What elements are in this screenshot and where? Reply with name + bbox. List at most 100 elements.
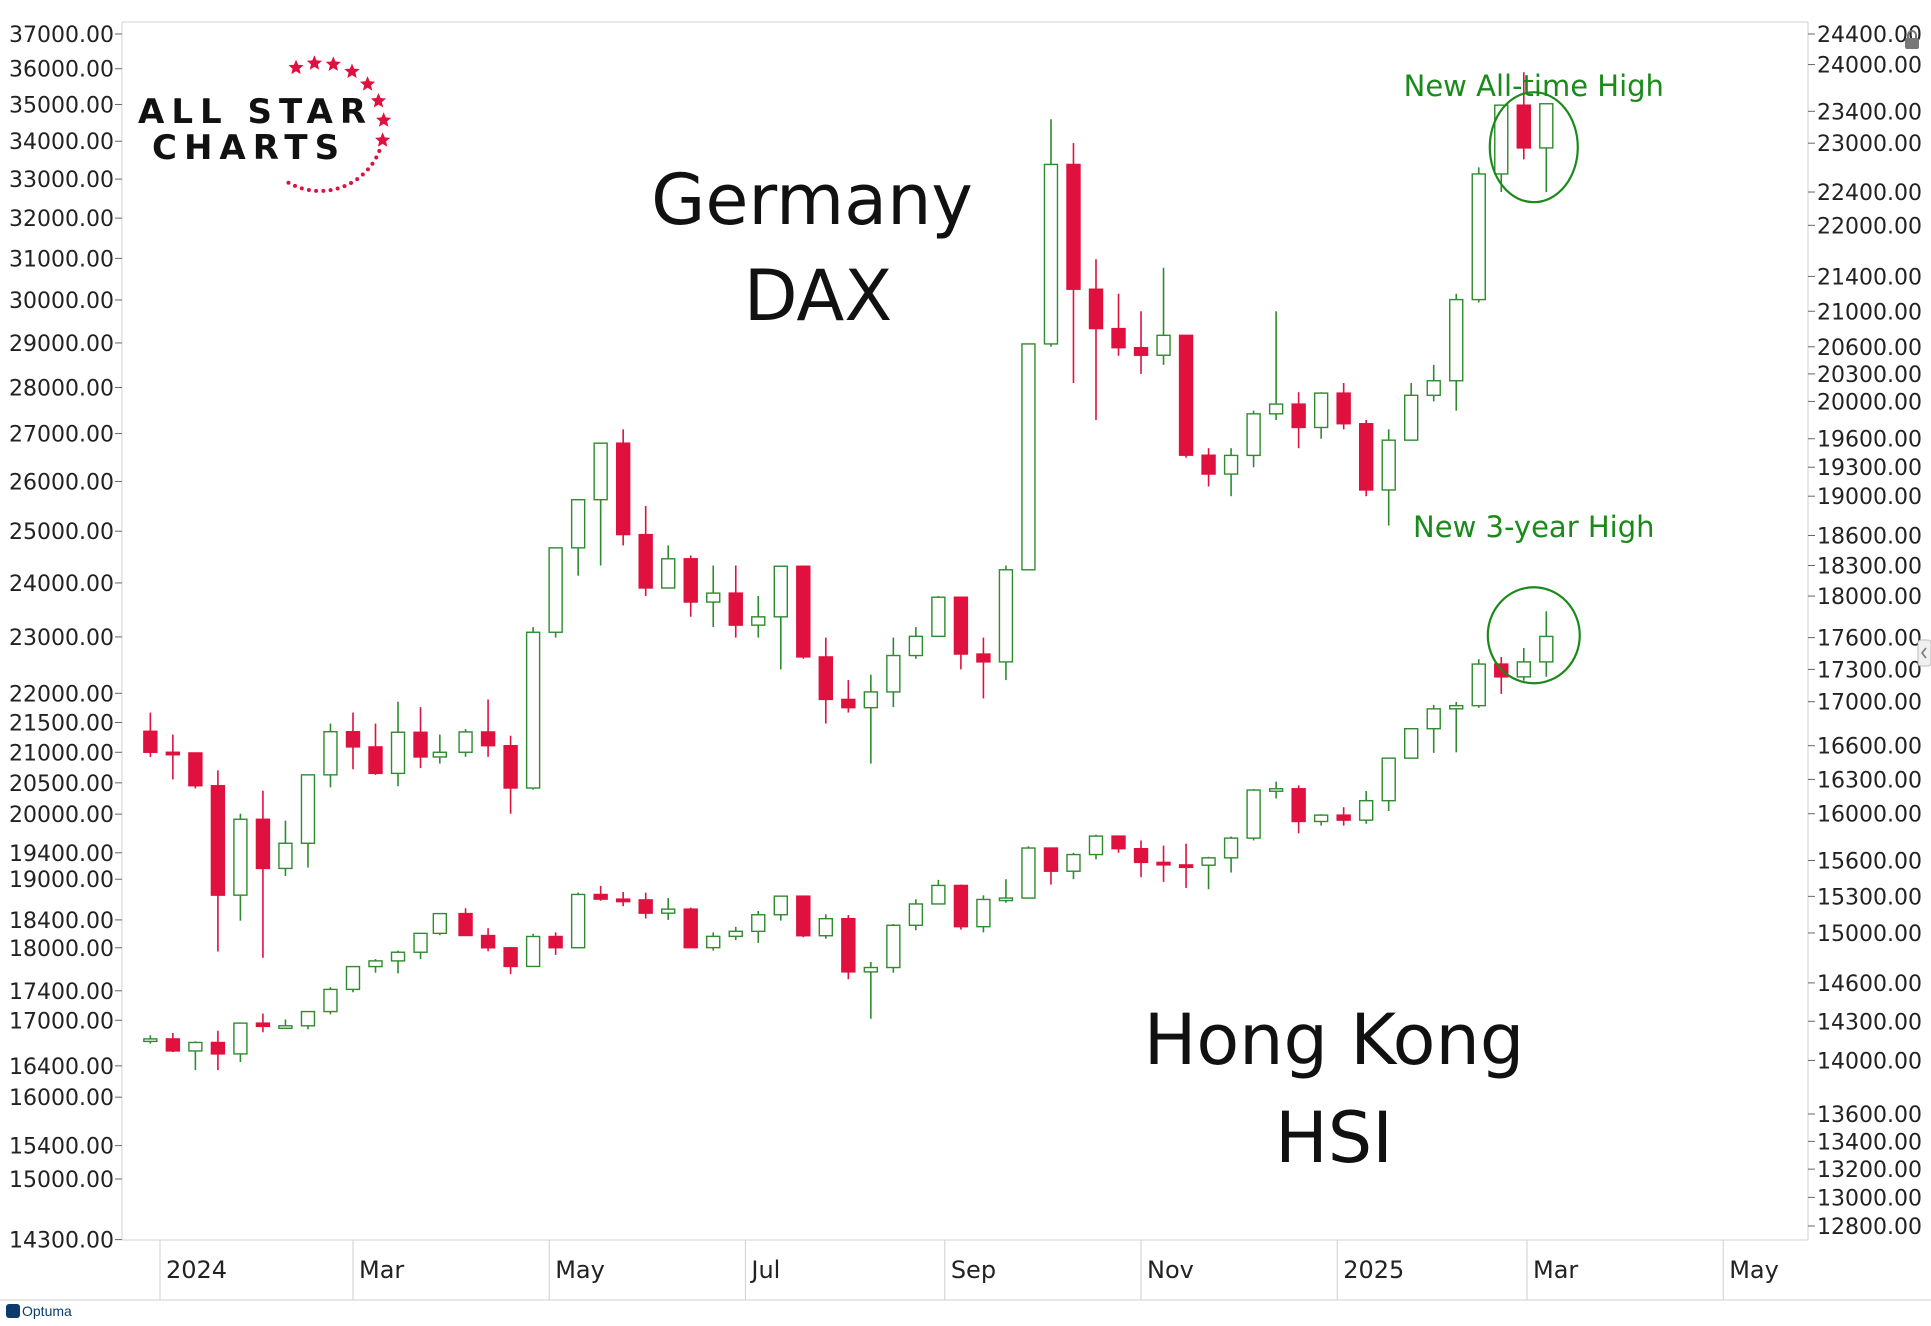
hsi-candle-body xyxy=(570,498,586,549)
hsi-candle-body xyxy=(413,731,428,758)
hsi-series xyxy=(143,72,1554,958)
right-tick-label: 19300.00 xyxy=(1817,456,1922,481)
dax-candle-body xyxy=(1336,814,1351,821)
dax-candle-body xyxy=(593,893,608,900)
hsi-candle-body xyxy=(323,731,338,776)
hsi-candle-body xyxy=(1516,104,1531,149)
dax-candle-body xyxy=(638,899,653,914)
hsi-title-line-2: HSI xyxy=(1275,1097,1393,1179)
left-tick-label: 34000.00 xyxy=(9,130,114,155)
right-tick-label: 24000.00 xyxy=(1817,54,1922,79)
logo-dot-icon xyxy=(328,188,333,193)
right-tick-label: 13000.00 xyxy=(1817,1186,1922,1211)
series-titles: Germany DAX Hong Kong HSI xyxy=(651,159,1524,1179)
dax-candle-body xyxy=(1471,663,1486,707)
hsi-candle-body xyxy=(638,533,653,589)
left-tick-label: 33000.00 xyxy=(9,168,114,193)
left-tick-label: 30000.00 xyxy=(9,289,114,314)
hsi-candle-body xyxy=(1426,380,1441,397)
dax-candle-body xyxy=(432,912,448,935)
right-tick-label: 22400.00 xyxy=(1817,181,1922,206)
dax-candle-body xyxy=(1133,847,1149,864)
x-tick-label: 2025 xyxy=(1343,1256,1404,1284)
dax-candle-body xyxy=(796,895,811,937)
left-tick-label: 18400.00 xyxy=(9,909,114,934)
left-tick-label: 29000.00 xyxy=(9,332,114,357)
hsi-candle-body xyxy=(210,785,226,896)
logo-line-1: ALL STAR xyxy=(138,92,374,132)
dax-candle-body xyxy=(525,935,541,968)
footer-brand-text: Optuma xyxy=(22,1303,72,1319)
dax-candle-body xyxy=(345,965,361,991)
hsi-candle-body xyxy=(1201,454,1216,475)
dax-annotation-label: New All-time High xyxy=(1404,69,1664,103)
dax-candle-body xyxy=(1516,661,1531,678)
hsi-candle-body xyxy=(255,818,271,870)
dax-candle-body xyxy=(1178,864,1194,869)
right-tick-label: 14600.00 xyxy=(1817,972,1922,997)
logo-dot-icon xyxy=(306,188,311,193)
logo-dot-icon xyxy=(355,177,360,182)
right-tick-label: 16300.00 xyxy=(1817,768,1922,793)
left-tick-label: 22000.00 xyxy=(9,682,114,707)
logo-dot-icon xyxy=(299,186,304,191)
hsi-candle-body xyxy=(976,653,991,663)
hsi-candle-body xyxy=(1223,454,1239,475)
left-tick-label: 20500.00 xyxy=(9,772,114,797)
dax-candle-body xyxy=(1291,788,1306,823)
left-tick-label: 16400.00 xyxy=(9,1055,114,1080)
right-tick-label: 23400.00 xyxy=(1817,100,1922,125)
logo-line-2: CHARTS xyxy=(152,128,347,168)
right-tick-label: 21400.00 xyxy=(1817,265,1922,290)
hsi-candle-body xyxy=(165,751,181,756)
left-tick-label: 20000.00 xyxy=(9,803,114,828)
dax-candle-body xyxy=(570,893,586,949)
chevron-left-icon[interactable] xyxy=(1917,639,1931,667)
dax-candle-body xyxy=(390,951,406,962)
right-tick-label: 24400.00 xyxy=(1817,23,1922,48)
left-tick-label: 21000.00 xyxy=(9,741,114,766)
dax-candle-body xyxy=(1043,847,1059,872)
hsi-candle-body xyxy=(841,698,856,709)
logo-star-icon xyxy=(359,76,376,91)
dax-candle-body xyxy=(368,960,383,968)
hsi-candle-body xyxy=(773,565,788,618)
hsi-candle-body xyxy=(503,744,518,789)
hsi-candle-body xyxy=(368,746,383,775)
right-tick-label: 18000.00 xyxy=(1817,585,1922,610)
hsi-candle-body xyxy=(1449,298,1464,382)
dax-candle-body xyxy=(458,912,473,937)
logo-dot-icon xyxy=(360,172,365,177)
dax-candle-body xyxy=(1539,635,1554,663)
annotations: New All-time High New 3-year High xyxy=(1404,69,1664,685)
hsi-candle-body xyxy=(1178,334,1194,456)
left-tick-label: 37000.00 xyxy=(9,23,114,48)
right-tick-label: 21000.00 xyxy=(1817,300,1922,325)
x-tick-label: 2024 xyxy=(166,1256,227,1284)
logo-dot-icon xyxy=(370,161,375,166)
left-tick-label: 16000.00 xyxy=(9,1086,114,1111)
x-tick-label: Nov xyxy=(1147,1256,1194,1284)
left-tick-label: 36000.00 xyxy=(9,58,114,83)
x-tick-label: Sep xyxy=(951,1256,996,1284)
left-tick-label: 32000.00 xyxy=(9,207,114,232)
hsi-candle-body xyxy=(1021,343,1036,571)
dax-candle-body xyxy=(1246,789,1261,839)
right-tick-label: 19600.00 xyxy=(1817,428,1922,453)
dax-candle-body xyxy=(1088,835,1104,856)
left-tick-label: 21500.00 xyxy=(9,711,114,736)
x-tick-label: Jul xyxy=(749,1256,780,1284)
lock-icon[interactable] xyxy=(1905,30,1919,49)
right-tick-label: 22000.00 xyxy=(1817,214,1922,239)
logo-dot-icon xyxy=(365,167,370,172)
right-y-axis: 24400.00 24000.00 23400.00 23000.00 22400.00… xyxy=(1808,23,1922,1240)
right-tick-label: 13400.00 xyxy=(1817,1130,1922,1155)
logo-dot-icon xyxy=(314,188,319,193)
logo-star-icon xyxy=(376,112,392,127)
dax-candle-body xyxy=(908,903,924,926)
right-tick-label: 23000.00 xyxy=(1817,132,1922,157)
right-tick-label: 13200.00 xyxy=(1817,1158,1922,1183)
right-tick-label: 17600.00 xyxy=(1817,627,1922,652)
x-tick-label: May xyxy=(555,1256,605,1284)
